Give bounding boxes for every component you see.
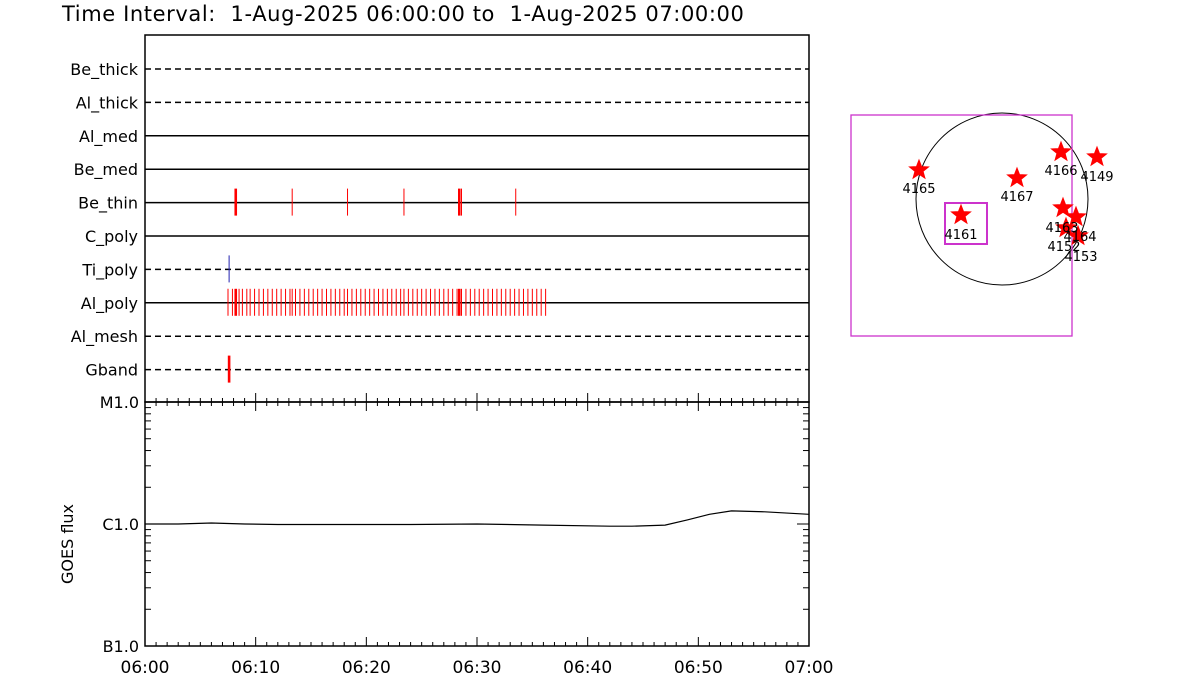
region-star-4165 — [908, 158, 930, 180]
row-label-c-poly: C_poly — [85, 227, 138, 247]
goes-ylabel: GOES flux — [58, 504, 77, 584]
region-label-4165: 4165 — [902, 182, 935, 197]
row-label-al-thick: Al_thick — [76, 93, 139, 113]
row-label-al-poly: Al_poly — [81, 294, 138, 314]
region-star-4149 — [1086, 145, 1108, 167]
row-label-be-thin: Be_thin — [78, 194, 138, 214]
region-label-4167: 4167 — [1000, 190, 1033, 205]
time-interval-title: Time Interval: 1-Aug-2025 06:00:00 to 1-… — [62, 2, 744, 26]
goes-xtick-label: 06:20 — [342, 658, 391, 678]
goes-xtick-label: 07:00 — [785, 658, 834, 678]
region-star-4164 — [1065, 205, 1087, 227]
goes-ytick-label: C1.0 — [102, 515, 139, 534]
title-end: 1-Aug-2025 07:00:00 — [509, 2, 745, 26]
event-raster-panel: Be_thick Al_thick Al_med Be_med Be_thin C_pol… — [70, 34, 810, 403]
region-star-4166 — [1050, 140, 1072, 162]
region-label-4164: 4164 — [1063, 230, 1096, 245]
goes-ytick-label: B1.0 — [103, 637, 139, 656]
row-label-be-med: Be_med — [74, 160, 138, 180]
goes-flux-line — [145, 510, 810, 527]
region-star-4161 — [950, 203, 972, 225]
goes-xtick-label: 06:10 — [231, 658, 280, 678]
goes-flux-panel: M1.0 C1.0 B1.0 06:00 06:10 06:20 06:30 06:40 06:… — [58, 393, 834, 678]
row-label-be-thick: Be_thick — [70, 60, 138, 80]
target-box — [944, 202, 988, 245]
region-label-4166: 4166 — [1044, 164, 1077, 179]
region-label-4163: 4163 — [1045, 221, 1078, 236]
solar-limb — [915, 112, 1089, 286]
goes-xtick-label: 06:00 — [121, 658, 170, 678]
goes-xtick-label: 06:40 — [563, 658, 612, 678]
region-label-4152: 4152 — [1047, 240, 1080, 255]
row-label-al-mesh: Al_mesh — [71, 327, 138, 347]
goes-xtick-label: 06:50 — [674, 658, 723, 678]
region-label-4161: 4161 — [944, 228, 977, 243]
region-star-4163 — [1052, 196, 1074, 218]
goes-xtick-label: 06:30 — [453, 658, 502, 678]
region-label-4153: 4153 — [1064, 250, 1097, 265]
region-label-4149: 4149 — [1080, 170, 1113, 185]
region-star-4167 — [1006, 166, 1028, 188]
title-sep: to — [472, 2, 496, 26]
title-start: 1-Aug-2025 06:00:00 — [230, 2, 466, 26]
title-label: Time Interval: — [62, 2, 216, 26]
region-star-4152 — [1055, 216, 1077, 238]
field-of-view-box — [850, 114, 1073, 337]
row-label-gband: Gband — [85, 361, 138, 380]
raster-frame — [144, 34, 810, 403]
region-star-4153 — [1067, 224, 1089, 246]
row-label-al-med: Al_med — [79, 127, 138, 147]
goes-ytick-label: M1.0 — [100, 393, 139, 412]
row-label-ti-poly: Ti_poly — [81, 260, 138, 280]
